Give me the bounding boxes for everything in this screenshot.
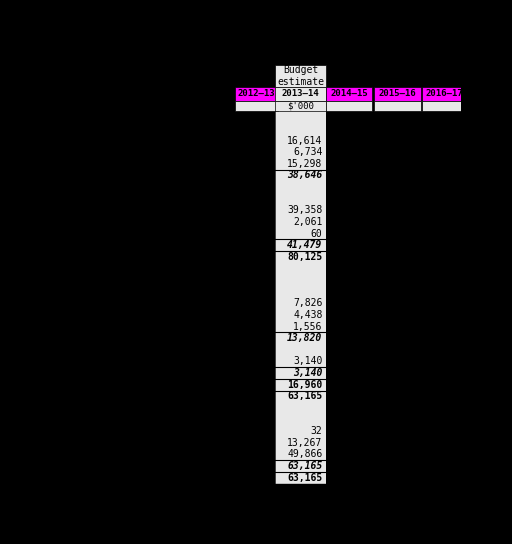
Text: 41,479: 41,479	[287, 240, 323, 250]
Text: 2013–14: 2013–14	[282, 89, 319, 98]
Bar	[275, 101, 326, 112]
Text: $'000: $'000	[287, 102, 314, 110]
Text: 63,165: 63,165	[287, 473, 323, 483]
Text: 80,125: 80,125	[287, 252, 323, 262]
Text: 3,140: 3,140	[293, 356, 323, 367]
Text: 16,614: 16,614	[287, 135, 323, 146]
Text: 13,820: 13,820	[287, 333, 323, 343]
Text: 2016–17: 2016–17	[425, 89, 463, 98]
Text: 32: 32	[311, 426, 323, 436]
Text: 2012–13: 2012–13	[238, 89, 275, 98]
Bar	[422, 101, 467, 112]
Text: Budget
estimate: Budget estimate	[277, 65, 324, 87]
Text: 63,165: 63,165	[287, 391, 323, 401]
Text: 39,358: 39,358	[287, 205, 323, 215]
Text: 1,556: 1,556	[293, 322, 323, 332]
Text: 4,438: 4,438	[293, 310, 323, 320]
Bar	[235, 101, 278, 112]
Text: 2014–15: 2014–15	[330, 89, 368, 98]
Text: 3,140: 3,140	[293, 368, 323, 378]
Text: 15,298: 15,298	[287, 159, 323, 169]
Text: 2,061: 2,061	[293, 217, 323, 227]
Text: 16,960: 16,960	[287, 380, 323, 390]
Bar	[275, 87, 326, 101]
Text: 6,734: 6,734	[293, 147, 323, 157]
Bar	[326, 101, 372, 112]
Bar	[374, 87, 420, 101]
Text: 49,866: 49,866	[287, 449, 323, 460]
Text: 2015–16: 2015–16	[378, 89, 416, 98]
Text: 60: 60	[311, 228, 323, 239]
Bar	[326, 87, 372, 101]
Bar	[275, 112, 326, 484]
Text: 38,646: 38,646	[287, 170, 323, 181]
Text: 13,267: 13,267	[287, 438, 323, 448]
Text: 63,165: 63,165	[287, 461, 323, 471]
Text: 7,826: 7,826	[293, 298, 323, 308]
Bar	[374, 101, 420, 112]
Bar	[275, 65, 326, 87]
Bar	[235, 87, 278, 101]
Bar	[422, 87, 467, 101]
